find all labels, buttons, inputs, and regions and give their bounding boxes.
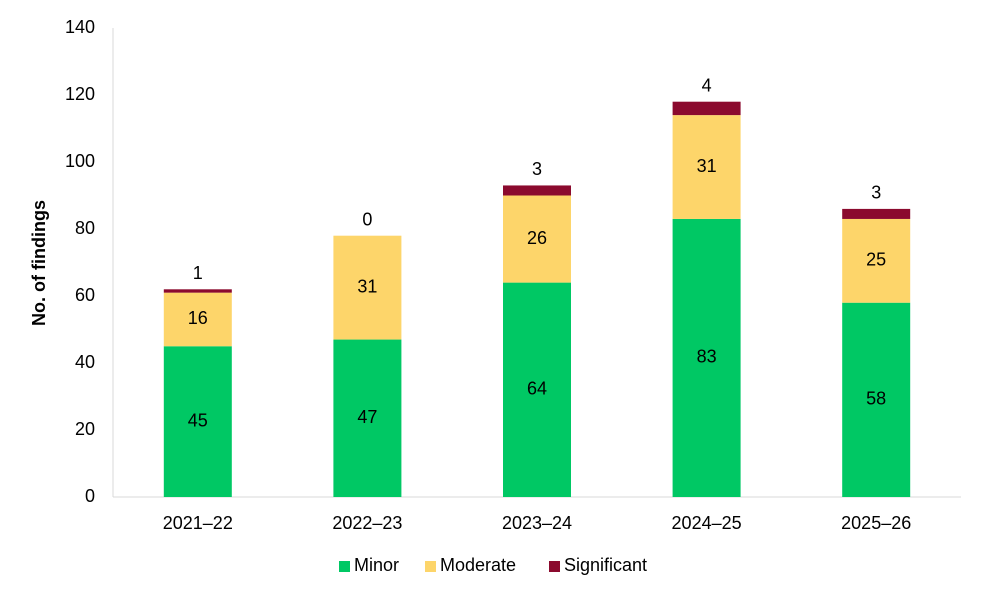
y-axis-title: No. of findings (29, 200, 49, 326)
bar-moderate (163, 292, 232, 347)
y-tick-label: 60 (75, 285, 95, 305)
data-label-minor: 83 (697, 347, 717, 367)
data-label-moderate: 31 (357, 276, 377, 296)
x-tick-label: 2021–22 (163, 513, 233, 533)
x-tick-label: 2025–26 (841, 513, 911, 533)
y-axis: 0 20 40 60 80 100 120 140 (65, 17, 114, 506)
data-labels: 45 16 1 47 31 0 64 26 3 83 31 4 58 25 3 (188, 75, 886, 430)
x-axis: 2021–22 2022–23 2023–24 2024–25 2025–26 (113, 496, 961, 533)
y-tick-label: 100 (65, 151, 95, 171)
legend-swatch-minor (339, 561, 350, 572)
data-label-moderate: 31 (697, 156, 717, 176)
bar-minor (503, 282, 571, 497)
y-tick-label: 40 (75, 352, 95, 372)
legend: Minor Moderate Significant (339, 555, 647, 575)
y-tick-label: 80 (75, 218, 95, 238)
data-label-minor: 45 (188, 410, 208, 430)
bar-moderate (503, 195, 571, 283)
bar-moderate (672, 115, 741, 219)
x-tick-label: 2023–24 (502, 513, 572, 533)
bars (163, 101, 911, 497)
bar-significant (503, 185, 571, 196)
bar-significant (672, 101, 741, 116)
data-label-moderate: 16 (188, 308, 208, 328)
bar-moderate (333, 235, 402, 340)
data-label-significant: 4 (702, 75, 712, 95)
y-tick-label: 140 (65, 17, 95, 37)
x-tick-label: 2024–25 (672, 513, 742, 533)
bar-significant (842, 208, 911, 219)
data-label-significant: 0 (362, 209, 372, 229)
bar-minor (672, 218, 741, 497)
data-label-significant: 3 (871, 183, 881, 203)
data-label-moderate: 25 (866, 250, 886, 270)
data-label-minor: 58 (866, 389, 886, 409)
data-label-minor: 64 (527, 379, 547, 399)
bar-minor (333, 339, 402, 497)
x-tick-label: 2022–23 (332, 513, 402, 533)
data-label-moderate: 26 (527, 228, 547, 248)
legend-label-moderate: Moderate (440, 555, 516, 575)
legend-label-significant: Significant (564, 555, 647, 575)
bar-significant (163, 289, 232, 293)
legend-label-minor: Minor (354, 555, 399, 575)
data-label-significant: 1 (193, 263, 203, 283)
data-label-minor: 47 (357, 407, 377, 427)
legend-swatch-moderate (425, 561, 436, 572)
bar-moderate (842, 218, 911, 303)
y-tick-label: 20 (75, 419, 95, 439)
y-tick-label: 0 (85, 486, 95, 506)
bar-minor (163, 346, 232, 497)
legend-swatch-significant (549, 561, 560, 572)
y-tick-label: 120 (65, 84, 95, 104)
data-label-significant: 3 (532, 159, 542, 179)
bar-minor (842, 302, 911, 497)
